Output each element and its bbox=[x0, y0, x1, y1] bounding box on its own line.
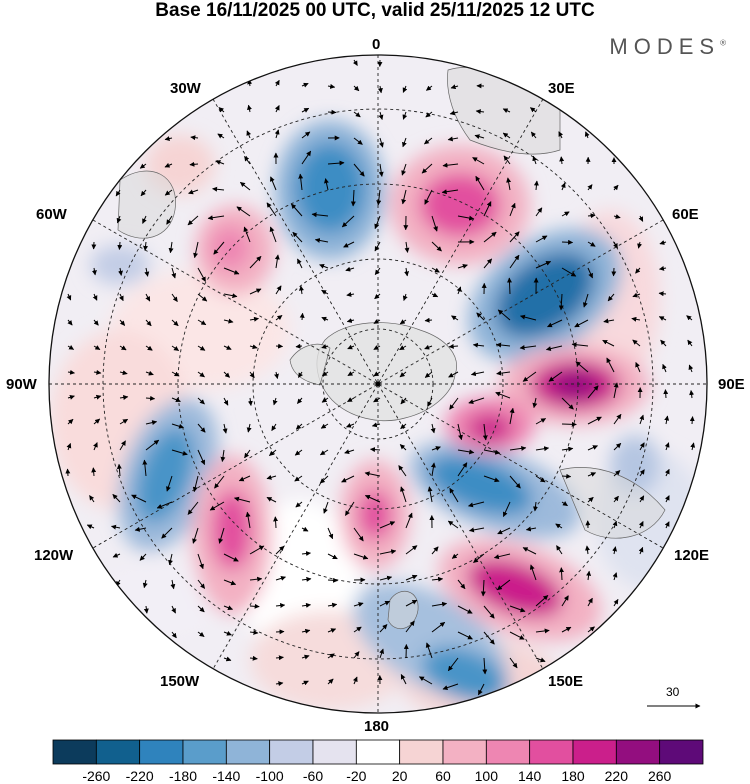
lon-label-60e: 60E bbox=[672, 206, 699, 223]
lon-label-90w: 90W bbox=[6, 376, 37, 393]
colorbar-tick-label: -140 bbox=[212, 768, 240, 784]
lon-label-60w: 60W bbox=[36, 206, 67, 223]
lon-label-90e: 90E bbox=[718, 376, 745, 393]
colorbar-swatch bbox=[183, 740, 226, 764]
wind-arrow bbox=[276, 346, 283, 347]
colorbar-tick-label: -260 bbox=[82, 768, 110, 784]
wind-arrow bbox=[561, 568, 562, 580]
colorbar-tick-label: 220 bbox=[605, 768, 628, 784]
colorbar-swatch bbox=[356, 740, 399, 764]
colorbar-swatch bbox=[270, 740, 313, 764]
wind-arrow bbox=[68, 469, 69, 476]
wind-arrow bbox=[328, 112, 336, 113]
wind-arrow bbox=[692, 417, 693, 424]
lon-label-150w: 150W bbox=[160, 673, 199, 690]
wind-arrow bbox=[302, 313, 303, 320]
wind-arrow bbox=[562, 242, 573, 243]
wind-arrow bbox=[562, 476, 571, 477]
wind-arrow bbox=[146, 398, 155, 399]
colorbar-tick-label: -220 bbox=[126, 768, 154, 784]
south-pole-marker bbox=[376, 382, 381, 387]
lon-label-120w: 120W bbox=[34, 547, 73, 564]
colorbar-tick-label: -100 bbox=[256, 768, 284, 784]
colorbar-swatch bbox=[443, 740, 486, 764]
colorbar-swatch bbox=[400, 740, 443, 764]
wind-arrow bbox=[425, 320, 432, 321]
lon-label-180: 180 bbox=[364, 718, 389, 735]
colorbar-tick-label: 260 bbox=[648, 768, 671, 784]
wind-arrow bbox=[119, 242, 120, 250]
wind-arrow bbox=[562, 424, 576, 425]
colorbar-swatch bbox=[530, 740, 573, 764]
colorbar-swatch bbox=[660, 740, 703, 764]
lon-label-150e: 150E bbox=[548, 673, 583, 690]
colorbar-tick-label: 60 bbox=[435, 768, 451, 784]
wind-arrow bbox=[614, 268, 615, 276]
colorbar-swatch bbox=[140, 740, 183, 764]
colorbar-swatch bbox=[313, 740, 356, 764]
wind-arrow bbox=[276, 657, 283, 658]
wind-arrow bbox=[93, 468, 94, 476]
colorbar-tick-label: 140 bbox=[518, 768, 541, 784]
colorbar-swatch bbox=[573, 740, 616, 764]
colorbar-swatch bbox=[226, 740, 269, 764]
colorbar-tick-label: -60 bbox=[303, 768, 323, 784]
colorbar-tick-label: 20 bbox=[392, 768, 408, 784]
reference-vector-value: 30 bbox=[666, 685, 679, 699]
lon-label-30e: 30E bbox=[548, 80, 575, 97]
wind-arrow bbox=[250, 606, 259, 607]
colorbar-swatch bbox=[53, 740, 96, 764]
colorbar bbox=[53, 740, 703, 764]
colorbar-tick-label: -180 bbox=[169, 768, 197, 784]
lon-label-30w: 30W bbox=[170, 80, 201, 97]
lon-label-120e: 120E bbox=[674, 547, 709, 564]
colorbar-tick-label: 100 bbox=[475, 768, 498, 784]
wind-arrow bbox=[509, 278, 510, 294]
lon-label-0: 0 bbox=[372, 36, 380, 53]
wind-arrow bbox=[275, 517, 276, 528]
wind-arrow bbox=[276, 632, 284, 633]
colorbar-tick-label: -20 bbox=[346, 768, 366, 784]
wind-arrow bbox=[328, 580, 338, 581]
wind-arrow bbox=[190, 164, 198, 165]
colorbar-tick-label: 180 bbox=[561, 768, 584, 784]
wind-arrow bbox=[665, 390, 666, 398]
colorbar-swatch bbox=[616, 740, 659, 764]
colorbar-swatch bbox=[486, 740, 529, 764]
colorbar-swatch bbox=[96, 740, 139, 764]
